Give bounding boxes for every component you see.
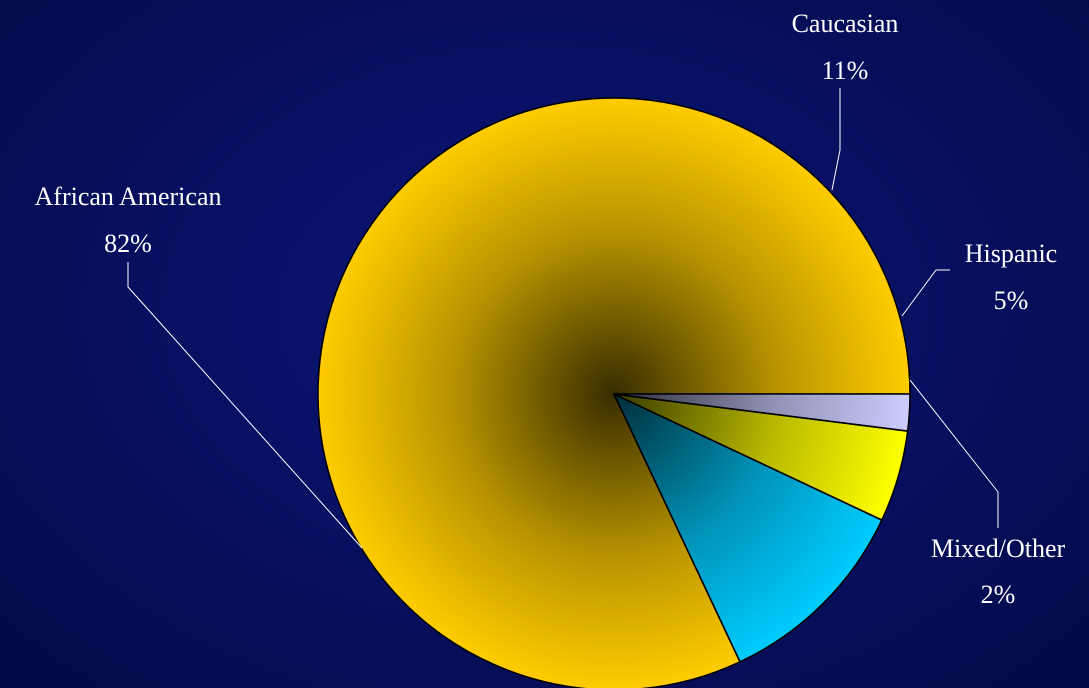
pie-slice-caucasian bbox=[612, 392, 883, 663]
pie-slice-mixed-other bbox=[613, 393, 911, 432]
leader-line-caucasian bbox=[831, 88, 841, 191]
slice-label-hispanic: Hispanic bbox=[965, 239, 1057, 268]
leader-line-hispanic bbox=[901, 269, 950, 317]
slice-label-african-american: African American bbox=[35, 182, 222, 211]
slice-labels: African American 82% Caucasian 11% Hispa… bbox=[35, 9, 1066, 609]
slice-value-hispanic: 5% bbox=[994, 286, 1029, 315]
slice-label-caucasian: Caucasian bbox=[792, 9, 899, 38]
slice-value-caucasian: 11% bbox=[822, 56, 869, 85]
slice-value-mixed-other: 2% bbox=[981, 580, 1016, 609]
pie-slices bbox=[317, 97, 911, 688]
leader-lines bbox=[127, 88, 999, 549]
slice-value-african-american: 82% bbox=[104, 229, 152, 258]
leader-line-african-american bbox=[127, 262, 363, 549]
leader-line-mixed-other bbox=[909, 379, 999, 528]
slice-label-mixed-other: Mixed/Other bbox=[931, 534, 1066, 563]
pie-slice-african-american bbox=[317, 97, 911, 688]
